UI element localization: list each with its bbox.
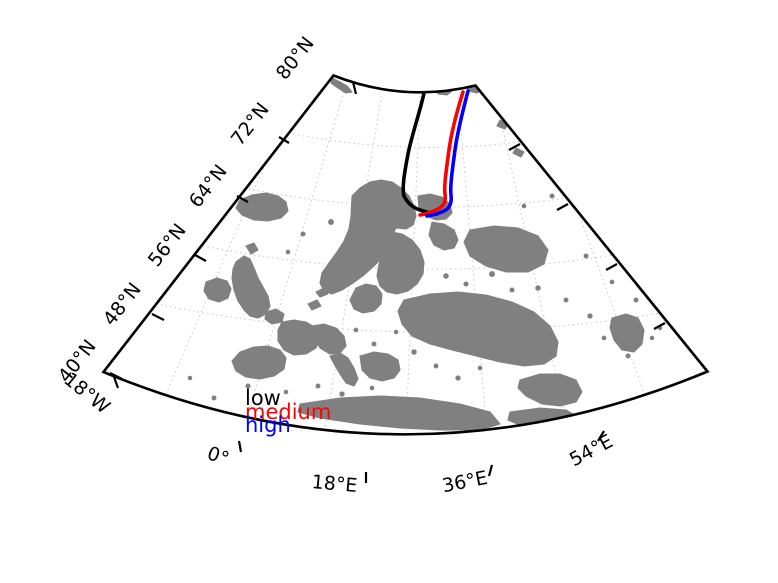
coastline-layer (187, 77, 663, 431)
legend-item-medium: medium (245, 400, 331, 424)
land-norway-fjord-a (323, 274, 339, 286)
tick-48n (151, 313, 165, 321)
legend-item-low: low (245, 386, 281, 410)
land-iberia (231, 345, 287, 380)
map-border (101, 73, 710, 436)
land-northern-russia (463, 225, 549, 273)
land-svalbard-west (330, 77, 353, 94)
land-iceland (235, 192, 289, 222)
tick-0 (237, 440, 243, 453)
tick-72n (278, 136, 290, 144)
tick-18w (112, 376, 120, 389)
graticule-meridian-9e (317, 93, 383, 435)
land-finland (376, 231, 425, 295)
graticule-meridian-27e (457, 93, 491, 435)
tick-40n (109, 372, 123, 380)
tick-marks (109, 81, 666, 483)
land-sweden-south (349, 283, 383, 314)
tick-54e (597, 430, 605, 442)
tick-east-b (556, 203, 569, 211)
land-balkans (359, 351, 401, 382)
tick-east-a (508, 143, 521, 151)
track-high (425, 89, 470, 218)
land-mediterranean-island (381, 405, 409, 420)
tick-east-c (605, 263, 618, 271)
tick-36e (487, 464, 494, 477)
tick-80n (351, 81, 358, 95)
land-eastern-europe (397, 291, 559, 367)
graticule-parallel-48n (146, 301, 662, 333)
tick-64n (236, 195, 249, 203)
track-medium (418, 90, 465, 217)
track-low (401, 91, 439, 216)
legend: low medium high (245, 386, 331, 437)
land-norway-fjord-c (307, 299, 322, 311)
graticule-meridian-0 (239, 87, 346, 435)
land-france (277, 319, 321, 356)
land-italy (329, 352, 359, 387)
tick-56n (194, 254, 207, 262)
legend-item-high: high (245, 413, 291, 437)
land-speckle-group (187, 193, 663, 419)
land-norway-fjord-b (315, 287, 329, 298)
land-barents-island-b (512, 147, 525, 158)
land-caspian-shore (609, 313, 645, 353)
land-white-sea-shore (428, 221, 459, 251)
land-caucasus (517, 373, 583, 407)
land-central-europe (311, 323, 347, 355)
land-ireland (203, 277, 232, 303)
land-scotland-north (245, 242, 259, 255)
lon-label-18e: 18°E (311, 471, 358, 497)
tick-east-d (653, 322, 666, 330)
